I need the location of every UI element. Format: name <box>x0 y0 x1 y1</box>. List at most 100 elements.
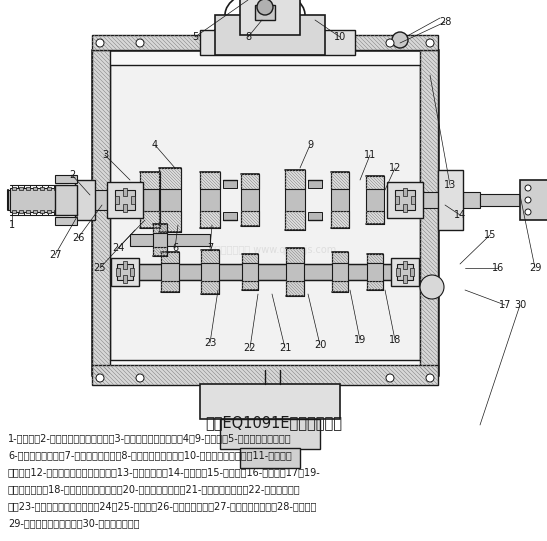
Text: 3: 3 <box>102 150 108 160</box>
Circle shape <box>525 185 531 191</box>
Text: 16: 16 <box>492 263 504 273</box>
Bar <box>75 180 95 220</box>
Text: 18: 18 <box>389 335 401 345</box>
Text: 10: 10 <box>334 32 346 42</box>
Bar <box>285 189 305 211</box>
Bar <box>285 170 305 189</box>
Bar <box>159 168 181 189</box>
Bar <box>201 263 219 281</box>
Bar <box>200 30 355 55</box>
Text: 6: 6 <box>172 243 178 253</box>
Text: 25: 25 <box>94 263 106 273</box>
Text: 汽车维修技术网 www.qcwxjs.com: 汽车维修技术网 www.qcwxjs.com <box>210 245 336 255</box>
Bar <box>55 175 77 183</box>
Text: 29: 29 <box>529 263 541 273</box>
Bar <box>92 35 438 50</box>
Bar <box>161 281 179 292</box>
Bar <box>308 180 322 188</box>
Text: 11: 11 <box>364 150 376 160</box>
Bar <box>367 281 383 290</box>
Text: 28: 28 <box>439 17 451 27</box>
Text: 15: 15 <box>484 230 496 240</box>
Bar <box>331 211 349 228</box>
Text: 29-车速里程表传动齿轮；30-中央制动器底座: 29-车速里程表传动齿轮；30-中央制动器底座 <box>8 518 139 528</box>
Bar <box>61 210 65 213</box>
Bar <box>12 187 16 190</box>
Bar <box>159 189 181 211</box>
Bar <box>130 234 210 246</box>
Bar <box>55 217 77 225</box>
Bar <box>153 224 167 233</box>
Text: 21: 21 <box>279 343 291 353</box>
Bar <box>33 210 37 213</box>
Text: 30: 30 <box>514 300 526 310</box>
Bar <box>92 50 110 375</box>
Bar <box>115 196 119 204</box>
Bar <box>40 210 44 213</box>
Bar <box>40 187 44 190</box>
Bar <box>92 50 438 375</box>
Bar <box>19 210 23 213</box>
Text: 24: 24 <box>112 243 124 253</box>
Bar <box>200 384 340 419</box>
Bar <box>395 190 415 210</box>
Bar <box>366 176 384 189</box>
Text: 1: 1 <box>9 220 15 230</box>
Bar <box>397 268 400 276</box>
Bar <box>387 182 423 218</box>
Bar <box>410 268 414 276</box>
Circle shape <box>426 39 434 47</box>
Circle shape <box>392 32 408 48</box>
Bar <box>12 210 16 213</box>
Text: 6-第二轴四档齿轮；7-第二轴三档齿轮；8-三档齿轮接合齿圈；10-二档齿轮接合齿圈；11-第二档二: 6-第二轴四档齿轮；7-第二轴三档齿轮；8-三档齿轮接合齿圈；10-二档齿轮接合… <box>8 450 292 460</box>
Bar <box>240 448 300 468</box>
Bar <box>117 268 120 276</box>
Bar <box>242 263 258 281</box>
Text: 14: 14 <box>454 210 466 220</box>
Bar <box>110 65 420 360</box>
Text: 4: 4 <box>152 140 158 150</box>
Bar <box>242 281 258 290</box>
Circle shape <box>96 374 104 382</box>
Bar <box>200 189 220 211</box>
Bar <box>33 187 37 190</box>
Bar <box>117 264 133 280</box>
Bar <box>111 258 139 286</box>
Bar <box>255 5 275 20</box>
Text: 7: 7 <box>207 243 213 253</box>
Bar <box>131 196 136 204</box>
Bar <box>286 263 304 281</box>
Bar <box>403 188 407 196</box>
Text: 23: 23 <box>204 338 216 348</box>
Bar <box>110 264 420 280</box>
Circle shape <box>386 374 394 382</box>
Text: 5: 5 <box>192 32 198 42</box>
Bar <box>420 192 480 208</box>
Bar <box>394 196 399 204</box>
Circle shape <box>426 374 434 382</box>
Text: 2: 2 <box>69 170 75 180</box>
Circle shape <box>136 39 144 47</box>
Bar <box>397 264 413 280</box>
Bar <box>159 211 181 232</box>
Bar <box>123 204 127 213</box>
Bar <box>54 210 58 213</box>
Bar <box>123 261 127 269</box>
Bar <box>10 188 75 212</box>
Circle shape <box>525 197 531 203</box>
Bar <box>331 172 349 189</box>
Text: 8: 8 <box>245 32 251 42</box>
Bar <box>241 189 259 211</box>
Bar <box>140 172 160 189</box>
Bar <box>161 252 179 263</box>
Text: 12: 12 <box>389 163 401 173</box>
Circle shape <box>136 374 144 382</box>
Bar <box>153 233 167 247</box>
Bar <box>153 247 167 256</box>
Bar <box>19 187 23 190</box>
Bar <box>26 210 30 213</box>
Bar <box>403 275 407 282</box>
Bar <box>220 419 320 449</box>
Bar <box>140 211 160 228</box>
Bar <box>438 170 463 230</box>
